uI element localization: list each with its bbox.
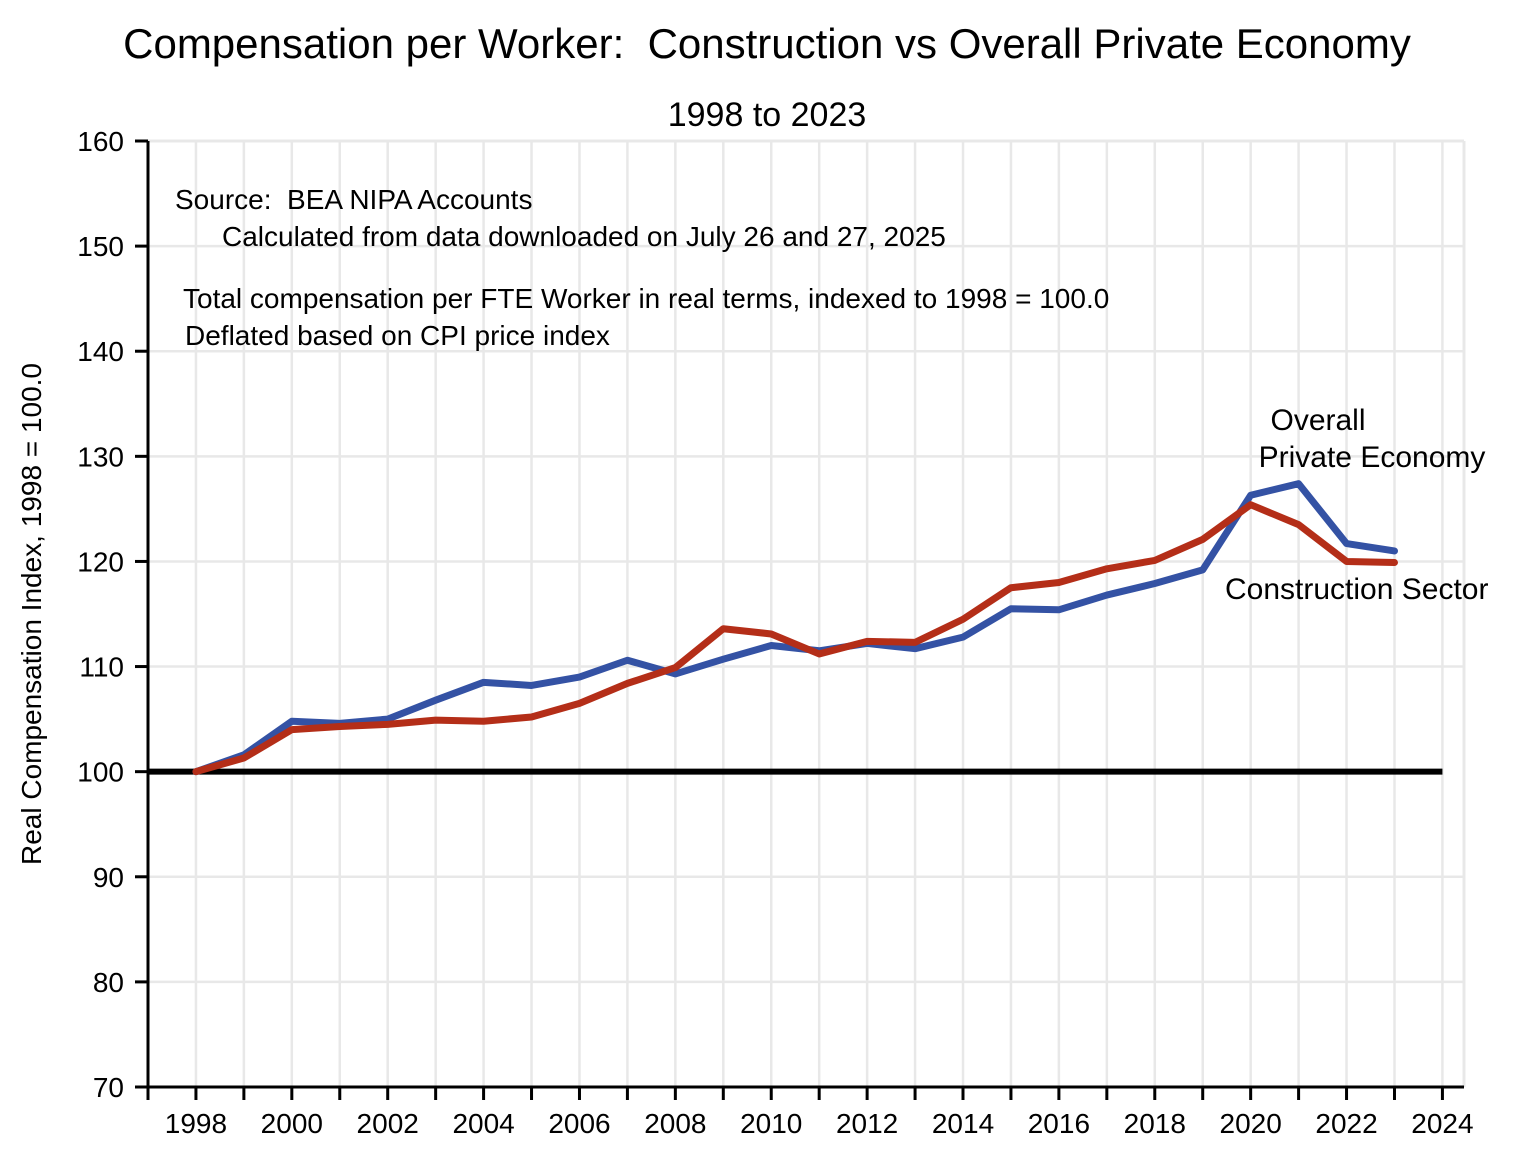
x-tick-label: 2014: [932, 1108, 994, 1139]
x-tick-label: 2000: [261, 1108, 323, 1139]
y-tick-label: 90: [93, 862, 124, 893]
y-tick-label: 70: [93, 1072, 124, 1103]
y-tick-label: 150: [77, 231, 124, 262]
x-tick-label: 2016: [1028, 1108, 1090, 1139]
source-annotation-line1: Source: BEA NIPA Accounts: [175, 184, 533, 215]
series-line-overall: [192, 480, 1398, 776]
source-annotation-line2: Calculated from data downloaded on July …: [222, 221, 946, 252]
chart-title: Compensation per Worker: Construction vs…: [123, 20, 1411, 67]
x-tick-label: 2010: [740, 1108, 802, 1139]
note-annotation-line2: Deflated based on CPI price index: [185, 320, 610, 351]
series-label-overall-line1: Overall: [1270, 404, 1366, 437]
x-tick-label: 2022: [1315, 1108, 1377, 1139]
series-label-overall-line2: Private Economy: [1258, 441, 1486, 474]
x-tick-label: 2004: [452, 1108, 514, 1139]
chart-subtitle: 1998 to 2023: [667, 96, 867, 134]
x-tick-label: 2008: [644, 1108, 706, 1139]
y-tick-label: 160: [77, 126, 124, 157]
note-annotation-line1: Total compensation per FTE Worker in rea…: [183, 283, 1110, 314]
series-line-construction: [192, 501, 1398, 776]
x-tick-label: 2024: [1411, 1108, 1473, 1139]
y-tick-label: 100: [77, 757, 124, 788]
x-tick-label: 2006: [548, 1108, 610, 1139]
x-tick-label: 2018: [1124, 1108, 1186, 1139]
x-tick-label: 2012: [836, 1108, 898, 1139]
x-tick-label: 1998: [165, 1108, 227, 1139]
y-tick-label: 130: [77, 441, 124, 472]
y-tick-label: 110: [79, 652, 124, 683]
y-tick-label: 80: [93, 967, 124, 998]
y-tick-label: 140: [77, 336, 124, 367]
series-label-construction: Construction Sector: [1225, 573, 1489, 606]
y-tick-label: 120: [77, 546, 124, 577]
x-tick-label: 2002: [357, 1108, 419, 1139]
x-tick-label: 2020: [1220, 1108, 1282, 1139]
